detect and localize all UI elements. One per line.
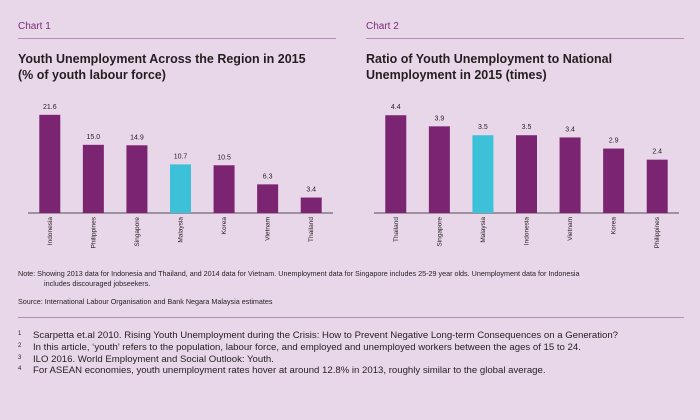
footnote-number: 3 (18, 354, 22, 361)
tick-label-singapore: Singapore (134, 217, 141, 247)
bar-philippines (646, 159, 668, 213)
data-label-thailand: 4.4 (391, 104, 401, 111)
footnote-3: 3 ILO 2016. World Employment and Social O… (18, 354, 683, 366)
tick-label-thailand: Thailand (308, 217, 315, 242)
tick-label-malaysia: Malaysia (480, 217, 487, 243)
data-label-singapore: 14.9 (130, 134, 144, 141)
footnote-text: Scarpetta et.al 2010. Rising Youth Unemp… (33, 330, 619, 341)
footnote-number: 1 (18, 331, 22, 337)
footnote-text: For ASEAN economies, youth unemployment … (33, 365, 546, 377)
tick-label-korea: Korea (611, 217, 618, 235)
footnote-number: 2 (18, 342, 22, 349)
data-label-vietnam: 6.3 (263, 173, 273, 180)
data-label-korea: 10.5 (217, 154, 231, 161)
footnote-text: In this article, ‘youth’ refers to the p… (33, 341, 581, 353)
bar-indonesia (516, 135, 537, 213)
chart-2-label: Chart 2 (366, 21, 399, 32)
bar-indonesia (39, 114, 61, 213)
tick-label-vietnam: Vietnam (265, 217, 272, 241)
tick-label-korea: Korea (221, 217, 228, 235)
footnote-rule (18, 317, 684, 318)
youth-ratio-chart: 4.4 Thailand 3.9 Singapore 3.5 Malaysia 3.5 Ind… (374, 104, 679, 248)
tick-label-malaysia: Malaysia (178, 217, 185, 243)
chart-source: Source: International Labour Organisatio… (18, 297, 273, 306)
bar-philippines (82, 144, 104, 213)
data-label-malaysia: 3.5 (478, 124, 488, 131)
bar-korea (603, 148, 625, 213)
data-label-indonesia: 3.5 (522, 124, 532, 131)
bar-vietnam (559, 137, 581, 213)
data-label-singapore: 3.9 (434, 115, 444, 122)
tick-label-philippines: Philippines (90, 216, 97, 248)
footnote-2: 2 In this article, ‘youth’ refers to the … (18, 342, 683, 354)
note-line-2: includes discouraged jobseekers. (44, 278, 151, 288)
tick-label-indonesia: Indonesia (524, 217, 531, 246)
data-label-malaysia: 10.7 (174, 153, 188, 160)
bar-singapore (428, 126, 450, 213)
tick-label-indonesia: Indonesia (47, 217, 54, 246)
chart-2-title: Ratio of Youth Unemployment to National … (366, 51, 612, 83)
note-line-1: Note: Showing 2013 data for Indonesia an… (18, 269, 580, 278)
bar-malaysia (472, 135, 494, 213)
bar-malaysia (170, 164, 191, 213)
chart-1-rule (18, 38, 336, 39)
chart-1-title-line-1: Youth Unemployment Across the Region in … (18, 52, 306, 66)
footnote-number: 4 (18, 366, 22, 373)
footnote-4: 4 For ASEAN economies, youth unemployment… (18, 365, 683, 377)
tick-label-singapore: Singapore (436, 217, 443, 247)
chart-2-title-line-2: Unemployment in 2015 (times) (366, 68, 547, 82)
chart-2-rule (366, 38, 684, 39)
bar-korea (213, 165, 235, 213)
data-label-thailand: 3.4 (306, 187, 316, 194)
bar-thailand (385, 115, 407, 213)
bar-thailand (300, 197, 322, 213)
bar-singapore (126, 145, 148, 213)
data-label-philippines: 15.0 (87, 134, 101, 141)
data-label-vietnam: 3.4 (565, 126, 575, 133)
footnotes: 1 Scarpetta et.al 2010. Rising Youth Unem… (18, 330, 683, 377)
chart-1-title: Youth Unemployment Across the Region in … (18, 51, 306, 83)
footnote-text: ILO 2016. World Employment and Social Ou… (33, 353, 274, 365)
footnote-1: 1 Scarpetta et.al 2010. Rising Youth Unem… (18, 330, 683, 342)
bar-vietnam (257, 184, 279, 213)
chart-1-label: Chart 1 (18, 21, 51, 32)
chart-1-title-line-2: (% of youth labour force) (18, 68, 166, 82)
tick-label-thailand: Thailand (393, 217, 400, 242)
tick-label-philippines: Philippines (654, 216, 661, 248)
youth-unemployment-chart: 21.6 Indonesia 15.0 Philippines 14.9 Singapor… (28, 104, 333, 248)
data-label-korea: 2.9 (609, 138, 619, 145)
chart-note: Note: Showing 2013 data for Indonesia an… (18, 269, 678, 288)
chart-2-title-line-1: Ratio of Youth Unemployment to National (366, 52, 613, 66)
data-label-philippines: 2.4 (652, 149, 662, 156)
data-label-indonesia: 21.6 (43, 104, 57, 111)
tick-label-vietnam: Vietnam (567, 217, 574, 241)
